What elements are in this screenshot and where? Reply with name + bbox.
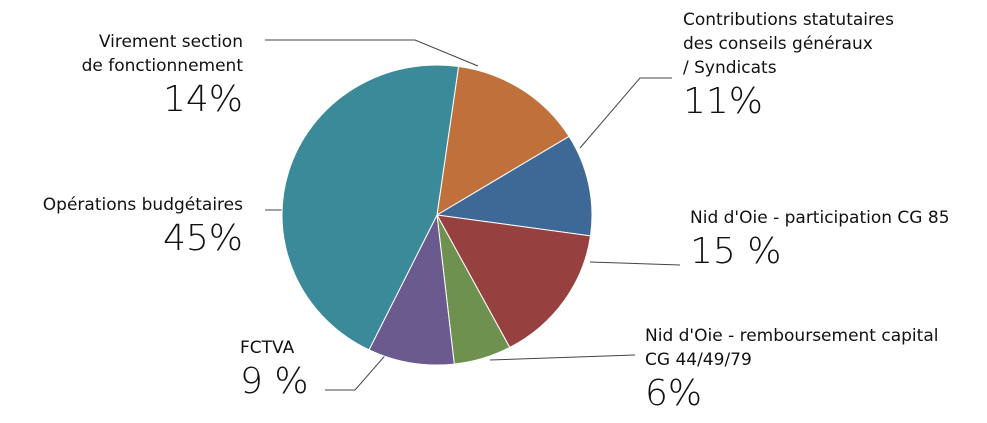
pie-slice <box>436 214 592 349</box>
category-label: Nid d'Oie - participation CG 85 <box>690 208 950 228</box>
slice-label: Nid d'Oie - remboursement capital CG 44/… <box>645 324 938 416</box>
slice-label: Contributions statutaires des conseils g… <box>683 8 894 124</box>
value-label: 15 % <box>690 231 782 272</box>
pie-slice <box>368 213 455 366</box>
category-label: Virement section de fonctionnement <box>81 32 243 76</box>
pie-slice <box>281 64 460 351</box>
leader-line <box>489 354 636 361</box>
value-label: 6% <box>645 373 703 414</box>
slice-label: Virement section de fonctionnement 14% <box>82 30 243 122</box>
leader-line <box>265 39 479 67</box>
value-label: 9 % <box>240 361 309 402</box>
category-label: Contributions statutaires des conseils g… <box>683 10 894 78</box>
slice-label: Opérations budgétaires 45% <box>43 193 243 261</box>
value-label: 11% <box>683 81 764 122</box>
slice-label: FCTVA 9 % <box>240 336 309 404</box>
leader-line <box>589 261 681 266</box>
slice-label: Nid d'Oie - participation CG 85 15 % <box>690 206 950 274</box>
category-label: FCTVA <box>240 338 295 358</box>
value-label: 45% <box>162 218 243 259</box>
leader-line <box>579 77 672 149</box>
pie-slice <box>435 135 593 237</box>
category-label: Opérations budgétaires <box>42 195 243 215</box>
leader-line <box>325 349 391 391</box>
category-label: Nid d'Oie - remboursement capital CG 44/… <box>645 326 939 370</box>
pie-slice <box>436 65 570 216</box>
value-label: 14% <box>162 79 243 120</box>
